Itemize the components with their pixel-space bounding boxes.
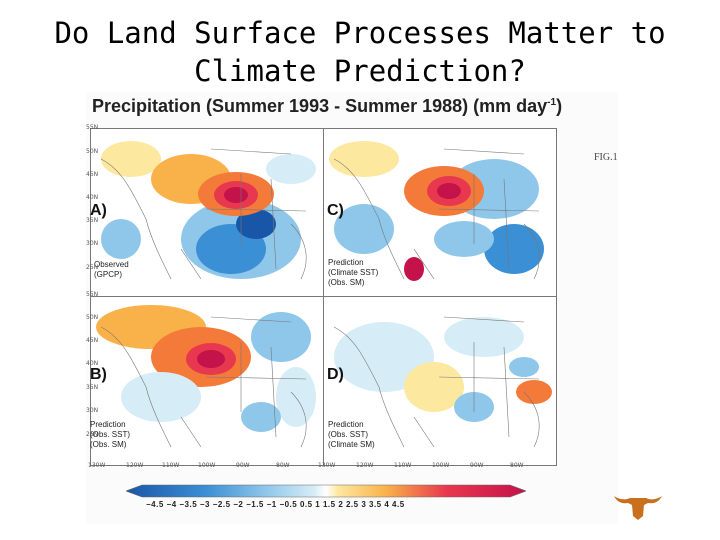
anomaly-contour	[516, 380, 552, 404]
latitude-label: 35N	[86, 384, 99, 391]
anomaly-contour	[101, 219, 141, 259]
colorbar	[126, 484, 526, 498]
longitude-label: 130W	[318, 462, 336, 469]
longhorn-logo	[614, 496, 662, 520]
figure-title-text: Precipitation (Summer 1993 - Summer 1988…	[92, 96, 548, 116]
map-boundaries	[100, 148, 307, 280]
anomaly-map	[100, 141, 316, 280]
panel-d-caption: Prediction (Obs. SST) (Climate SM)	[328, 420, 375, 449]
anomaly-contour	[197, 350, 225, 368]
longitude-label: 80W	[276, 462, 290, 469]
longitude-label: 130W	[88, 462, 106, 469]
latitude-label: 50N	[86, 148, 99, 155]
slide-title-line2: Climate Prediction?	[194, 54, 526, 88]
panel-b-caption: Prediction (Obs. SST) (Obs. SM)	[90, 420, 131, 449]
longitude-label: 120W	[356, 462, 374, 469]
anomaly-contour	[224, 187, 248, 203]
latitude-label: 25N	[86, 431, 99, 438]
latitude-label: 30N	[86, 240, 99, 247]
latitude-label: 45N	[86, 171, 99, 178]
panel-b-prediction	[90, 296, 324, 466]
latitude-label: 50N	[86, 314, 99, 321]
anomaly-contour	[251, 312, 311, 362]
longitude-label: 90W	[470, 462, 484, 469]
anomaly-contour	[509, 357, 539, 377]
map-boundaries	[333, 316, 540, 448]
latitude-label: 55N	[86, 124, 99, 131]
map-boundaries	[333, 148, 540, 280]
anomaly-contour	[236, 209, 276, 239]
anomaly-contour	[266, 154, 316, 184]
panel-c-caption: Prediction (Climate SST) (Obs. SM)	[328, 258, 379, 287]
panel-d-prediction	[323, 296, 557, 466]
anomaly-contour	[444, 317, 524, 357]
anomaly-contour	[334, 204, 394, 254]
anomaly-contour	[101, 141, 161, 177]
panel-b-letter: B)	[90, 366, 107, 383]
latitude-label: 30N	[86, 407, 99, 414]
latitude-label: 55N	[86, 291, 99, 298]
panel-c-prediction	[323, 128, 557, 298]
anomaly-map	[333, 316, 552, 448]
anomaly-contour	[121, 372, 201, 422]
longitude-label: 110W	[394, 462, 412, 469]
latitude-label: 45N	[86, 337, 99, 344]
anomaly-contour	[434, 221, 494, 257]
anomaly-contour	[404, 257, 424, 281]
panel-a-letter: A)	[90, 202, 107, 219]
map-boundaries	[100, 316, 307, 448]
anomaly-map	[96, 305, 316, 448]
panel-d-letter: D)	[327, 366, 344, 383]
figure-title: Precipitation (Summer 1993 - Summer 1988…	[92, 96, 562, 117]
panel-a-observed	[90, 128, 324, 298]
slide-title: Do Land Surface Processes Matter to Clim…	[0, 14, 720, 90]
latitude-label: 40N	[86, 360, 99, 367]
anomaly-contour	[329, 141, 399, 177]
anomaly-contour	[484, 224, 544, 274]
longitude-label: 100W	[198, 462, 216, 469]
latitude-label: 25N	[86, 264, 99, 271]
longitude-label: 80W	[510, 462, 524, 469]
figure-title-end: )	[556, 96, 563, 116]
figure-title-superscript: -1	[547, 97, 557, 108]
latitude-label: 35N	[86, 217, 99, 224]
anomaly-contour	[276, 367, 316, 427]
longitude-label: 110W	[162, 462, 180, 469]
slide-title-line1: Do Land Surface Processes Matter to	[54, 16, 666, 50]
anomaly-map	[329, 141, 544, 281]
colorbar-labels: −4.5 −4 −3.5 −3 −2.5 −2 −1.5 −1 −0.5 0.5…	[146, 500, 405, 509]
figure-tag: FIG.1	[594, 152, 618, 163]
longitude-label: 120W	[126, 462, 144, 469]
anomaly-contour	[241, 402, 281, 432]
longitude-label: 90W	[236, 462, 250, 469]
panel-a-caption: Observed (GPCP)	[94, 260, 129, 279]
anomaly-contour	[404, 362, 464, 412]
anomaly-contour	[437, 183, 461, 199]
latitude-label: 40N	[86, 194, 99, 201]
panel-c-letter: C)	[327, 202, 344, 219]
longitude-label: 100W	[432, 462, 450, 469]
